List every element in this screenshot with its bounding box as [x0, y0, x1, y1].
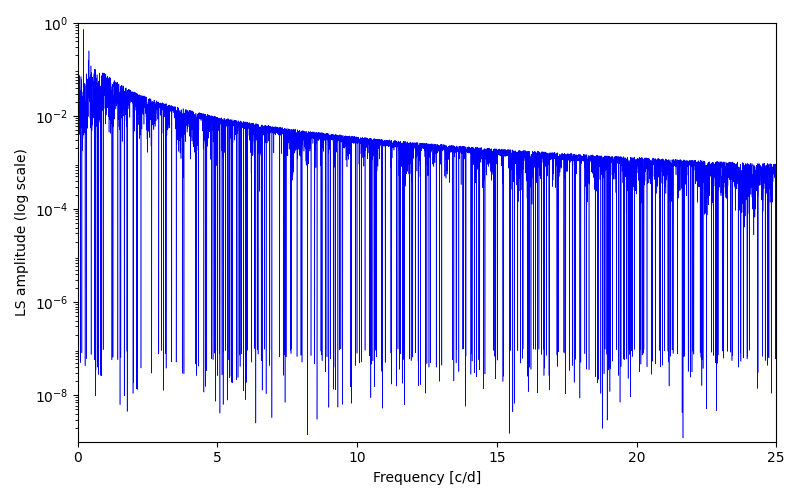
X-axis label: Frequency [c/d]: Frequency [c/d]: [373, 471, 481, 485]
Y-axis label: LS amplitude (log scale): LS amplitude (log scale): [15, 148, 29, 316]
